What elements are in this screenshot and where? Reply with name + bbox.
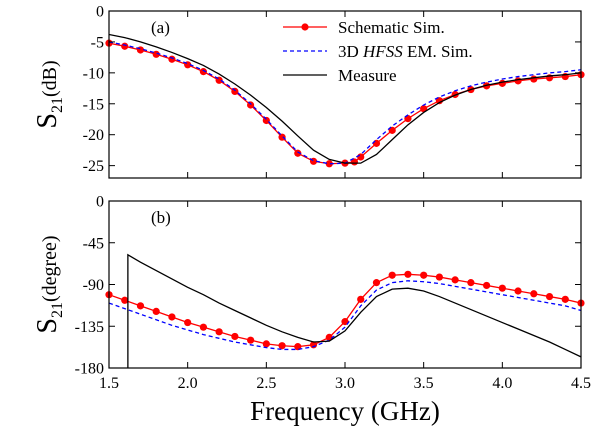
series-point (231, 332, 239, 341)
x-tick-label: 1.5 (99, 375, 119, 392)
series-point (514, 287, 522, 295)
series-point (357, 295, 365, 303)
series-point (199, 323, 207, 331)
legend-label-1: 3D HFSS EM. Sim. (338, 42, 473, 61)
series-point (435, 273, 443, 281)
legend: Schematic Sim. 3D HFSS EM. Sim. Measure (283, 18, 473, 85)
series-point (121, 42, 129, 50)
series-point (530, 75, 538, 83)
y-tick-label: -10 (83, 65, 104, 82)
y-axis-label: S21(degree) (32, 235, 66, 333)
series-point (278, 133, 286, 141)
y-axis-label: S21(dB) (32, 60, 66, 128)
series-point (420, 271, 428, 279)
series-point (467, 279, 475, 287)
series-point (136, 302, 145, 310)
series-point (561, 295, 569, 303)
y-tick-label: -180 (75, 361, 104, 378)
y-tick-label: -5 (91, 34, 104, 51)
series-point (388, 271, 396, 279)
y-tick-label: -25 (83, 158, 104, 175)
y-tick-label: -20 (83, 127, 104, 144)
series-point (294, 343, 302, 351)
series-point (325, 160, 333, 168)
series-point (388, 126, 396, 134)
x-tick-label: 4.5 (571, 375, 591, 392)
series-point (184, 318, 192, 327)
series-point (215, 328, 223, 336)
x-tick-label: 2.5 (256, 375, 276, 392)
series-point (483, 281, 491, 290)
series-point (498, 79, 506, 87)
x-tick-label: 2.0 (178, 375, 198, 392)
series-point (262, 340, 270, 348)
y-tick-label: -15 (83, 96, 104, 113)
y-tick-label: 0 (96, 4, 104, 21)
series-point (420, 105, 428, 113)
series-point (372, 279, 381, 287)
y-tick-label: -135 (75, 319, 104, 336)
series-point (435, 97, 443, 105)
series-point (199, 68, 207, 76)
y-tick-label: 0 (96, 194, 104, 211)
y-tick-label: -90 (83, 277, 104, 294)
series-point (278, 342, 286, 350)
series-point (341, 318, 349, 326)
series-line-0 (109, 273, 581, 348)
series-point (498, 284, 506, 292)
panel-label: (b) (151, 208, 171, 227)
series-point (247, 101, 255, 109)
series-point (262, 116, 270, 125)
series-line-2 (127, 253, 581, 368)
series-point (294, 149, 302, 157)
series-line-1 (109, 280, 581, 351)
x-axis-label: Frequency (GHz) (250, 396, 440, 426)
series-point (404, 270, 412, 278)
series-point (545, 292, 554, 301)
series-point (152, 307, 160, 316)
series-point (372, 139, 381, 147)
y-tick-label: -45 (83, 235, 104, 252)
legend-label-2: Measure (338, 66, 397, 85)
series-line-2 (109, 33, 581, 164)
series-point (168, 55, 176, 63)
legend-label-0: Schematic Sim. (338, 18, 445, 37)
x-tick-label: 3.5 (414, 375, 434, 392)
series-point (247, 336, 255, 344)
series-point (152, 50, 160, 58)
legend-marker (301, 23, 309, 31)
plot-frame (108, 200, 582, 369)
series-point (168, 313, 176, 321)
series-point (357, 153, 365, 161)
x-tick-label: 4.0 (492, 375, 512, 392)
series-point (530, 290, 538, 298)
x-tick-label: 3.0 (335, 375, 355, 392)
panel-a: 0 -5 -10 -15 -20 -25 (a) S21(dB) Schematic Sim. 3… (32, 4, 585, 179)
panel-label: (a) (151, 18, 170, 37)
series-point (514, 77, 522, 85)
series-point (451, 276, 459, 284)
series-point (121, 296, 129, 304)
series-point (136, 46, 145, 54)
